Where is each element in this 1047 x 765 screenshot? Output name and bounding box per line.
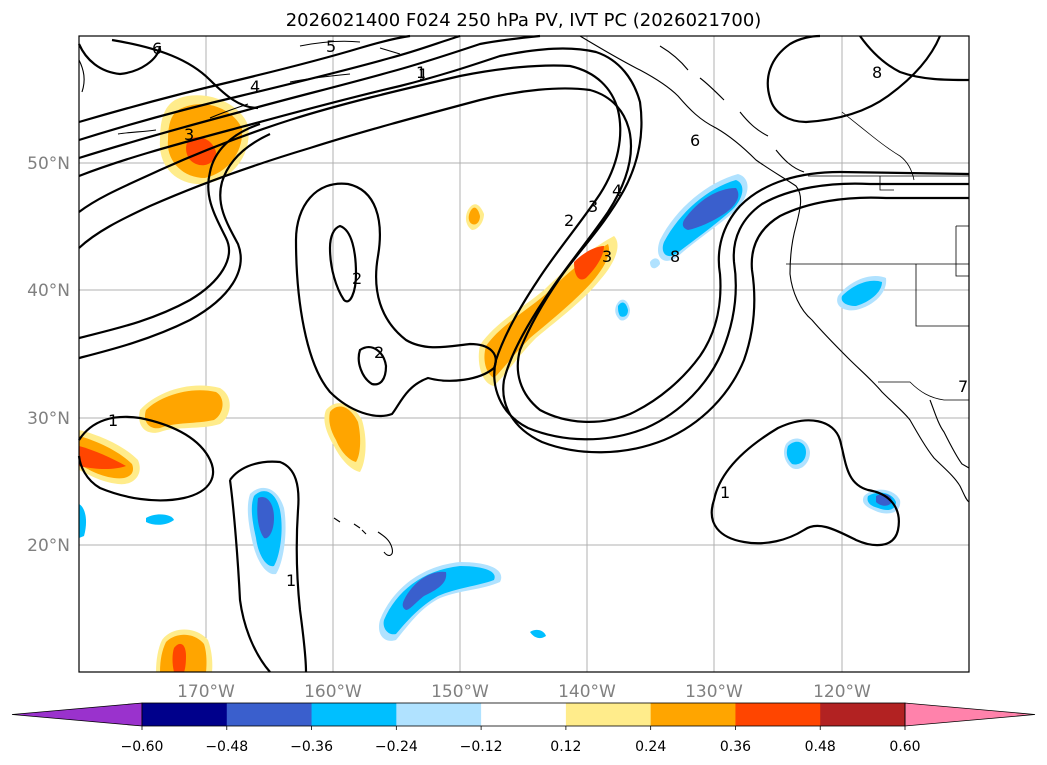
colorbar-tick-label: 0.60 xyxy=(889,739,920,755)
pv-contours xyxy=(77,34,970,673)
colorbar-extend-low xyxy=(11,702,143,727)
colorbar-tick-label: 0.36 xyxy=(720,739,751,755)
colorbar-segment xyxy=(735,703,821,726)
contour-label: 1 xyxy=(418,65,428,84)
coastlines xyxy=(78,35,970,557)
contour-label: 3 xyxy=(588,197,598,216)
lon-label: 150°W xyxy=(431,682,489,702)
latitude-labels: 50°N 40°N 30°N 20°N xyxy=(27,154,70,556)
lon-label: 170°W xyxy=(177,682,235,702)
lon-label: 140°W xyxy=(558,682,616,702)
map-title: 2026021400 F024 250 hPa PV, IVT PC (2026… xyxy=(285,10,762,31)
contour-label: 5 xyxy=(326,37,336,56)
contour-label: 3 xyxy=(184,125,194,144)
lon-label: 160°W xyxy=(304,682,362,702)
colorbar-tick-label: 0.12 xyxy=(550,739,581,755)
contour-label: 1 xyxy=(416,63,426,82)
contour-label: 1 xyxy=(286,571,296,590)
colorbar-extend-high xyxy=(904,702,1036,727)
contour-label: 1 xyxy=(108,411,118,430)
colorbar-segment xyxy=(142,703,228,726)
colorbar-tick-label: −0.24 xyxy=(375,739,418,755)
colorbar-tick-label: −0.48 xyxy=(205,739,248,755)
lat-label: 50°N xyxy=(27,154,70,174)
colorbar-segment xyxy=(820,703,906,726)
colorbar-segment xyxy=(650,703,736,726)
colorbar-segment xyxy=(565,703,652,726)
contour-label: 4 xyxy=(250,77,260,96)
contour-label: 8 xyxy=(670,247,680,266)
contour-label: 2 xyxy=(564,211,574,230)
lat-label: 40°N xyxy=(27,281,70,301)
longitude-labels: 170°W 160°W 150°W 140°W 130°W 120°W xyxy=(177,682,871,702)
lon-label: 120°W xyxy=(813,682,871,702)
colorbar-segment xyxy=(226,703,313,726)
contour-label: 3 xyxy=(602,247,612,266)
contour-label: 6 xyxy=(152,39,162,58)
colorbar-tick-label: 0.48 xyxy=(805,739,836,755)
colorbar-tick-label: −0.12 xyxy=(460,739,503,755)
colorbar-segment xyxy=(481,703,567,726)
colorbar-tick-label: −0.36 xyxy=(290,739,333,755)
map-frame xyxy=(78,35,970,673)
colorbar-tick-label: −0.60 xyxy=(121,739,164,755)
contour-labels: 6 5 1 4 3 2 1 2 3 4 2 3 8 1 6 8 1 1 7 xyxy=(108,37,968,590)
colorbar-segment xyxy=(396,703,482,726)
lon-label: 130°W xyxy=(685,682,743,702)
contour-label: 2 xyxy=(374,343,384,362)
gridlines xyxy=(79,36,969,672)
contour-label: 7 xyxy=(958,377,968,396)
lat-label: 30°N xyxy=(27,409,70,429)
lat-label: 20°N xyxy=(27,536,70,556)
contour-label: 2 xyxy=(352,269,362,288)
colorbar: −0.60 −0.48 −0.36 −0.24 −0.12 0.12 0.24 0.36 0.4… xyxy=(11,702,1036,755)
contour-label: 1 xyxy=(720,483,730,502)
colorbar-tick-label: 0.24 xyxy=(635,739,666,755)
colorbar-segment xyxy=(311,703,397,726)
contour-label: 4 xyxy=(612,181,622,200)
colorbar-outline xyxy=(141,702,906,727)
contour-label: 8 xyxy=(872,63,882,82)
contour-label: 6 xyxy=(690,131,700,150)
